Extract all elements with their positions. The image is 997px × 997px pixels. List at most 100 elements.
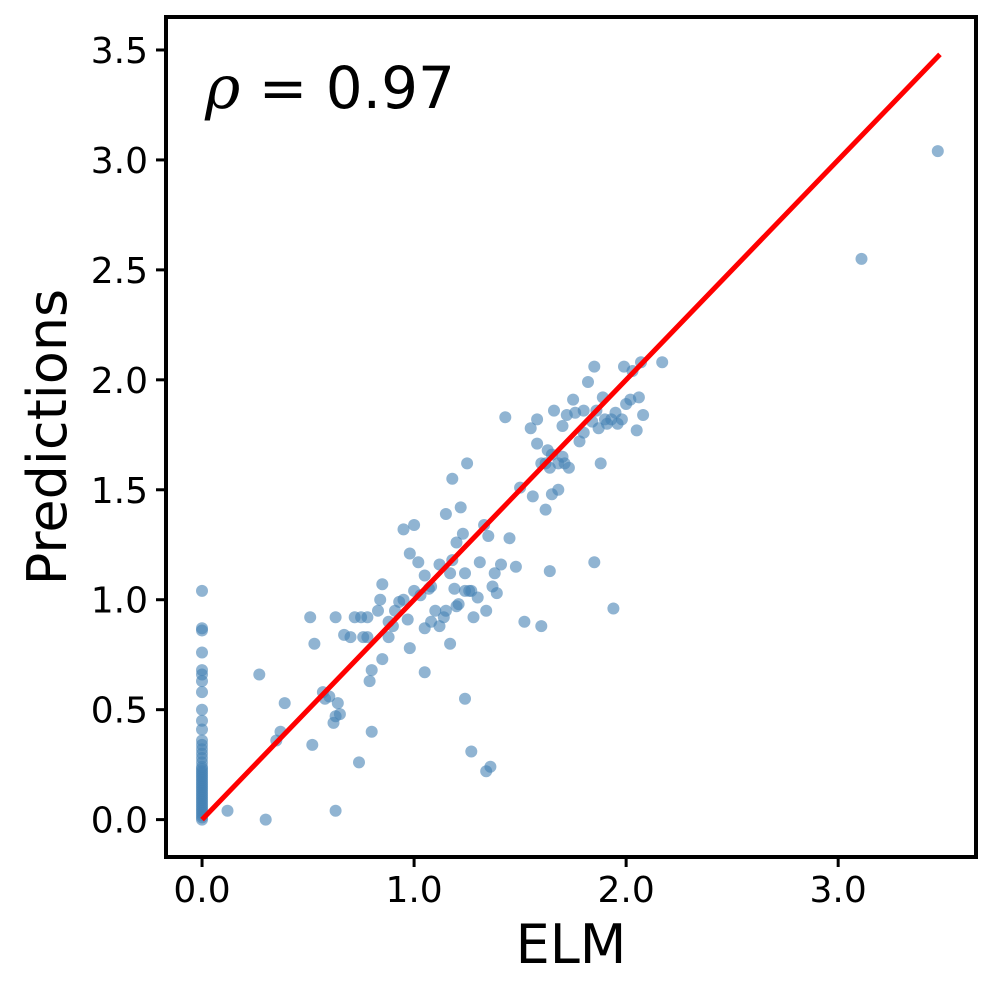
scatter-point <box>382 631 395 644</box>
y-tick-label: 3.5 <box>91 31 148 72</box>
scatter-point <box>482 530 495 542</box>
y-tick-label: 0.5 <box>91 691 148 732</box>
scatter-point <box>495 558 507 571</box>
y-tick-label: 1.0 <box>91 581 148 622</box>
scatter-point <box>582 376 594 388</box>
scatter-point <box>567 393 580 406</box>
scatter-point <box>535 620 548 633</box>
scatter-point <box>577 404 590 417</box>
scatter-point <box>490 587 503 600</box>
scatter-point <box>439 508 452 520</box>
scatter-point <box>365 725 378 738</box>
scatter-point <box>459 692 471 705</box>
x-tick-label: 1.0 <box>385 870 442 911</box>
scatter-point <box>397 593 410 606</box>
scatter-point <box>306 738 319 751</box>
correlation-value: = 0.97 <box>240 54 455 122</box>
scatter-point <box>637 409 650 421</box>
scatter-point <box>304 611 317 624</box>
scatter-point <box>363 675 376 688</box>
y-tick-label: 1.5 <box>91 471 148 512</box>
scatter-point <box>196 664 208 677</box>
x-axis-title: ELM <box>516 913 627 976</box>
scatter-point <box>539 503 552 516</box>
scatter-point <box>444 637 457 650</box>
scatter-point <box>412 556 425 569</box>
scatter-point <box>615 413 628 426</box>
scatter-point <box>452 598 465 611</box>
scatter-point <box>459 567 471 580</box>
x-tick-label: 2.0 <box>597 870 654 911</box>
scatter-point <box>331 697 344 710</box>
scatter-point <box>630 424 643 437</box>
scatter-point <box>632 391 645 404</box>
scatter-point <box>499 411 512 424</box>
scatter-point <box>446 472 459 485</box>
scatter-point <box>526 490 539 503</box>
scatter-point <box>278 697 291 710</box>
scatter-point <box>196 734 208 747</box>
y-tick-label: 2.5 <box>91 251 148 292</box>
scatter-point <box>456 527 469 540</box>
y-axis-title: Predictions <box>16 289 79 585</box>
y-axis: 0.0 0.5 1.0 1.5 2.0 2.5 3.0 3.5 <box>91 31 166 842</box>
scatter-point <box>196 714 208 727</box>
scatter-point <box>397 523 410 536</box>
scatter-point <box>429 604 442 617</box>
scatter-point <box>361 611 374 624</box>
scatter-point <box>556 420 569 432</box>
scatter-point <box>548 404 560 417</box>
scatter-point <box>588 360 601 373</box>
scatter-points <box>196 145 944 826</box>
scatter-point <box>376 653 389 666</box>
scatter-point <box>531 413 544 426</box>
scatter-point <box>221 804 234 817</box>
scatter-point <box>503 532 516 545</box>
scatter-point <box>931 145 944 158</box>
scatter-point <box>543 565 556 578</box>
x-axis: 0.0 1.0 2.0 3.0 <box>173 857 867 911</box>
scatter-point <box>196 646 208 659</box>
scatter-point <box>531 437 544 450</box>
scatter-point <box>376 578 389 591</box>
scatter-point <box>471 591 484 604</box>
scatter-point <box>418 666 431 679</box>
scatter-point <box>196 686 208 699</box>
scatter-point <box>444 567 457 580</box>
scatter-point <box>552 483 565 496</box>
scatter-point <box>448 582 461 595</box>
scatter-point <box>454 501 467 514</box>
scatter-point <box>524 422 537 435</box>
scatter-point <box>450 536 463 549</box>
scatter-point <box>480 604 493 617</box>
scatter-point <box>365 664 378 677</box>
scatter-point <box>329 804 342 817</box>
scatter-point <box>259 813 272 826</box>
plot-frame <box>164 15 978 859</box>
scatter-point <box>461 457 474 470</box>
fit-line <box>200 52 942 822</box>
scatter-point <box>656 356 669 369</box>
scatter-point <box>403 642 416 655</box>
scatter-point <box>196 703 208 716</box>
scatter-point <box>308 637 321 650</box>
scatter-point <box>196 622 208 635</box>
scatter-point <box>439 604 452 617</box>
scatter-point <box>418 569 431 582</box>
rho-symbol: ρ <box>204 53 240 123</box>
scatter-point <box>518 615 531 628</box>
scatter-point <box>253 668 266 681</box>
scatter-point <box>509 560 522 573</box>
scatter-point <box>344 631 357 644</box>
scatter-point <box>594 457 607 470</box>
scatter-point <box>473 556 486 569</box>
scatter-point <box>562 461 575 474</box>
correlation-annotation: ρ = 0.97 <box>204 53 455 123</box>
scatter-point <box>401 613 414 626</box>
scatter-point <box>855 252 868 265</box>
y-tick-label: 0.0 <box>91 801 148 842</box>
scatter-point <box>607 602 620 615</box>
x-tick-label: 3.0 <box>810 870 867 911</box>
scatter-point <box>408 519 421 531</box>
scatter-point <box>403 547 416 560</box>
